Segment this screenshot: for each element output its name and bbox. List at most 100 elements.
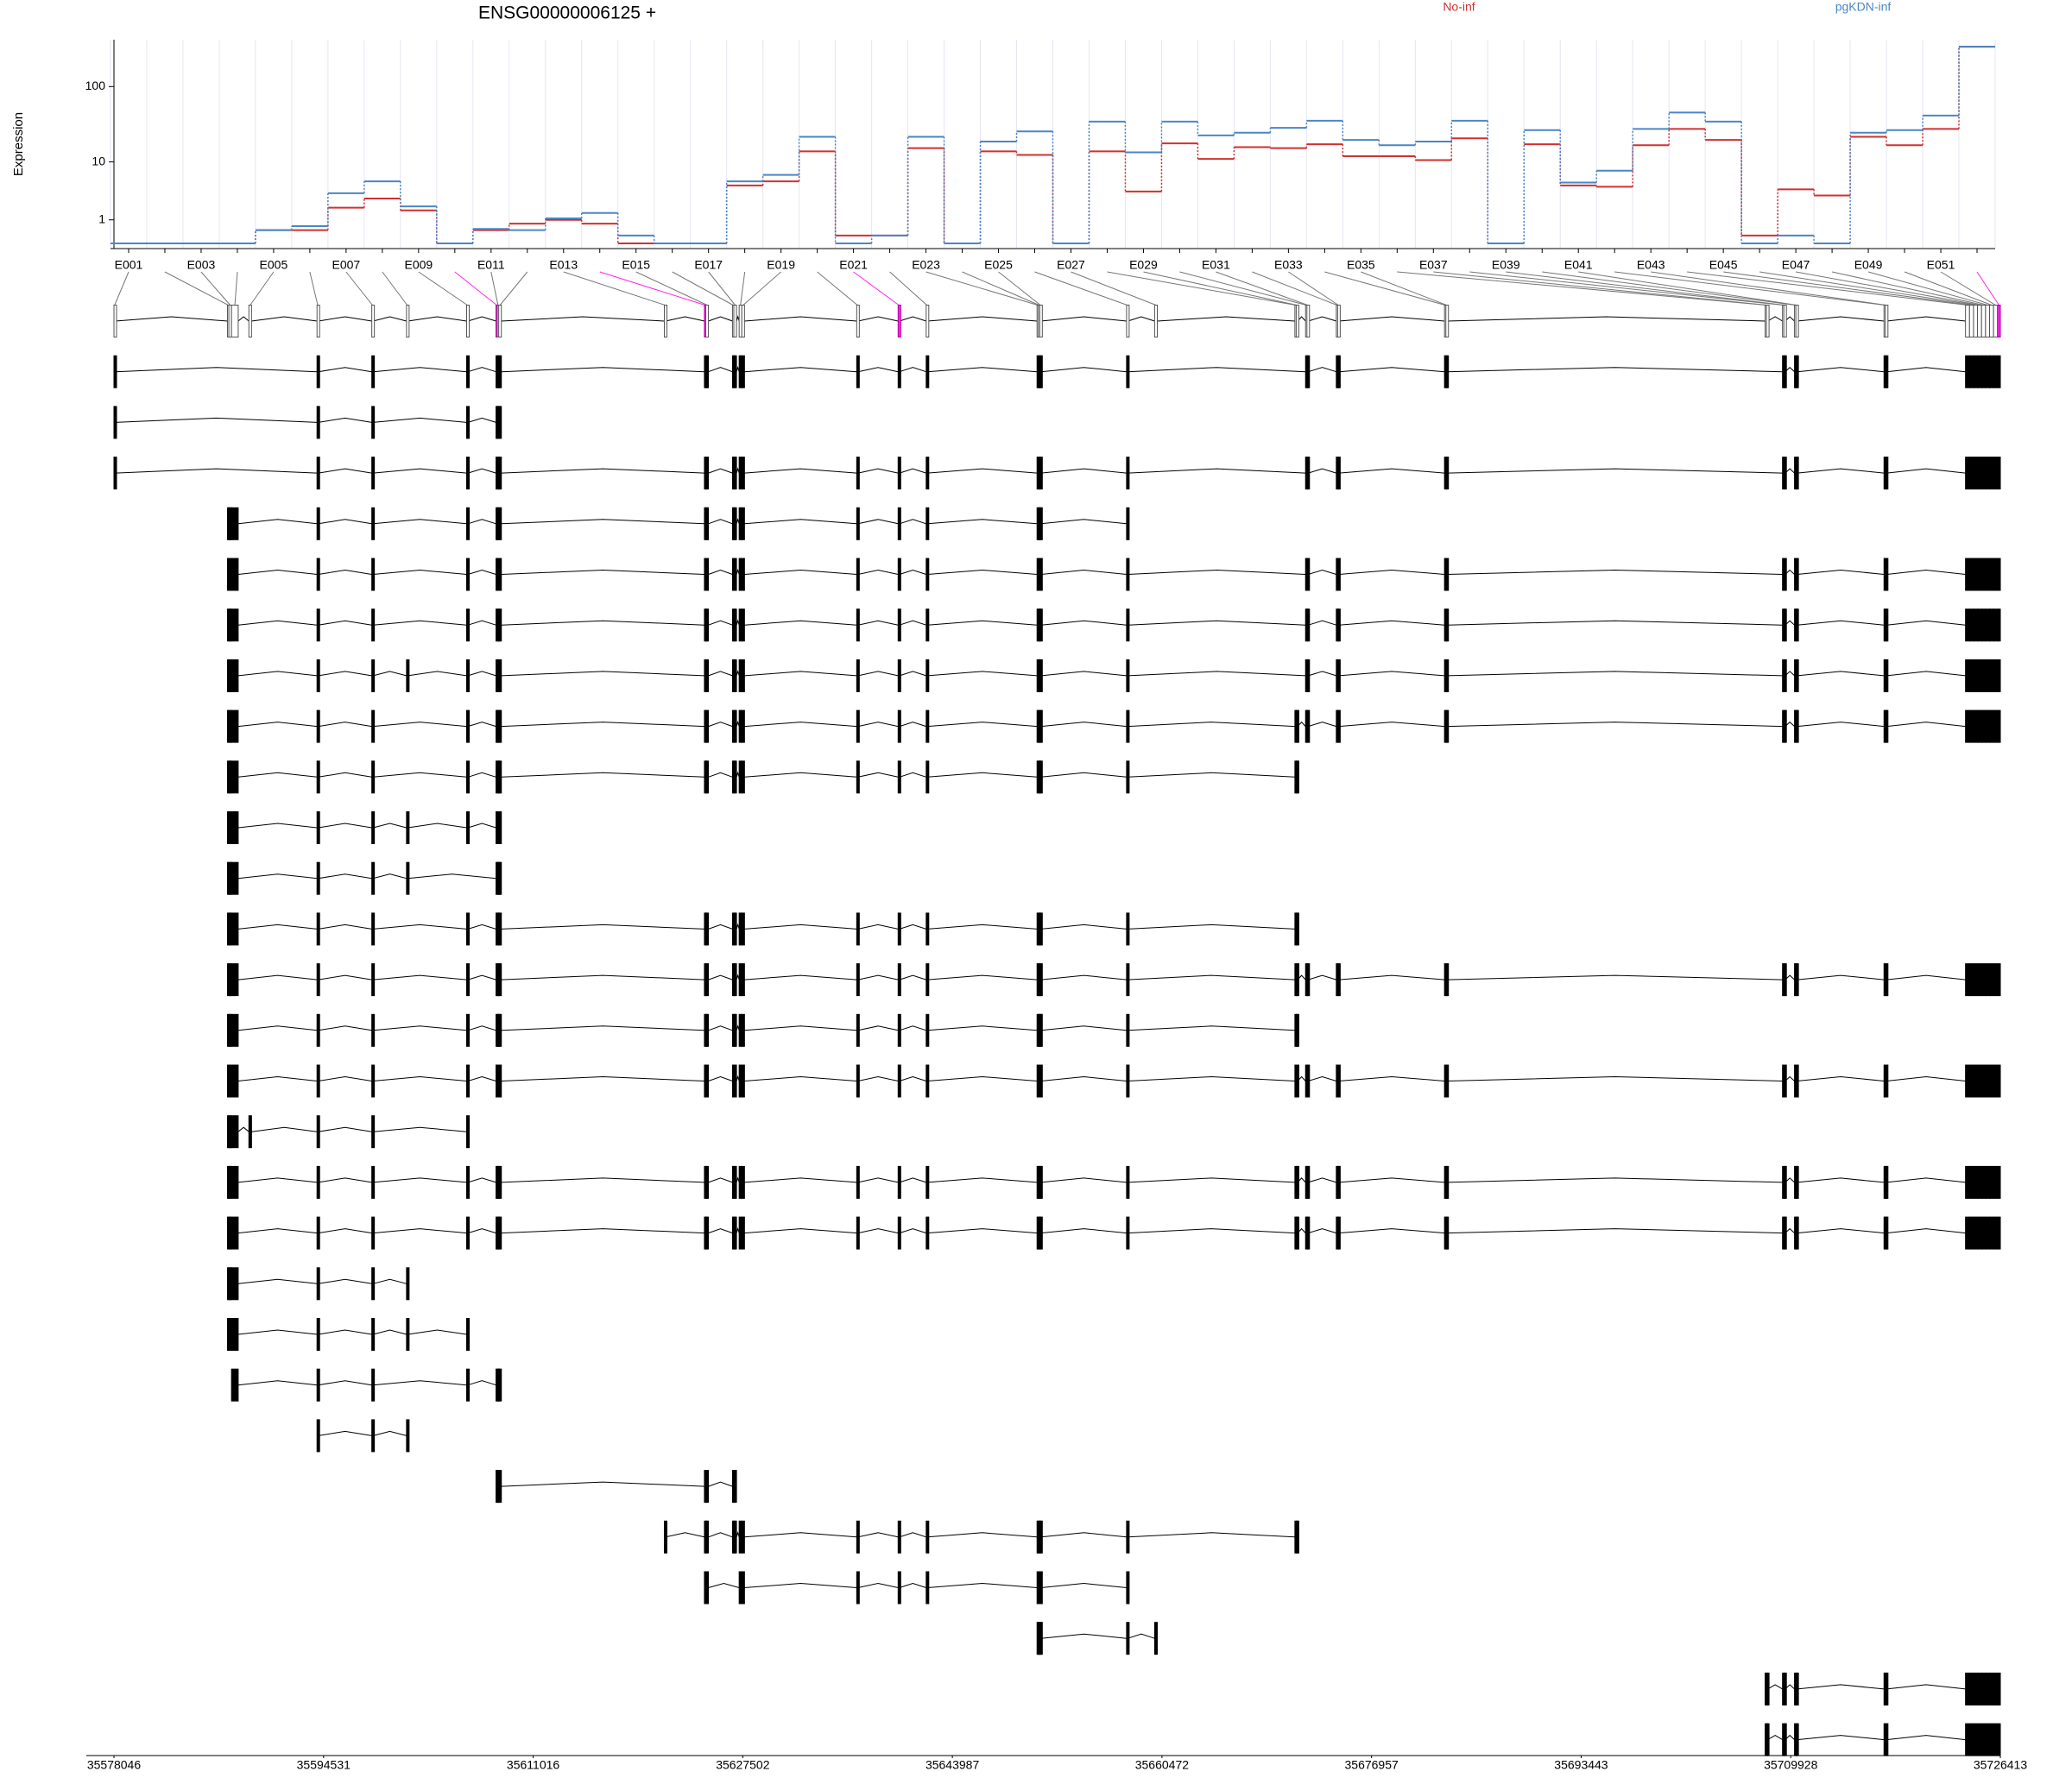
exon (1306, 355, 1311, 388)
exon (1795, 608, 1799, 642)
exon-connector (490, 271, 499, 306)
intron (237, 924, 318, 930)
intron (373, 1380, 467, 1386)
exon (231, 709, 239, 743)
exon (1783, 1064, 1787, 1098)
intron (237, 316, 250, 322)
exon (1885, 608, 1889, 642)
exon (733, 1216, 737, 1250)
exon (316, 1013, 320, 1047)
exon (741, 507, 745, 540)
intron (744, 671, 857, 677)
exon (1993, 1165, 1999, 1199)
intron (373, 569, 467, 575)
exon-bin (231, 305, 239, 337)
exon (371, 861, 376, 895)
intron (708, 1177, 733, 1183)
exon (1968, 1723, 1974, 1756)
intron (318, 316, 372, 322)
exon (1795, 1216, 1799, 1250)
exon (465, 963, 470, 997)
intron (899, 1582, 926, 1588)
intron (467, 671, 496, 677)
x-tick-label: E041 (1564, 258, 1593, 272)
exon (1336, 963, 1341, 997)
exon (316, 760, 320, 794)
intron (1886, 569, 1966, 575)
intron (501, 974, 704, 980)
intron (744, 1075, 857, 1081)
intron (1040, 519, 1127, 525)
exon (1039, 709, 1043, 743)
exon (704, 1013, 710, 1047)
exon (741, 1216, 745, 1250)
intron (1338, 1177, 1445, 1183)
exon (1993, 963, 1999, 997)
exon-connector (1143, 271, 1298, 306)
intron (467, 1025, 496, 1031)
intron (736, 1226, 740, 1233)
intron (708, 316, 733, 322)
intron (736, 568, 740, 575)
exon (704, 457, 710, 490)
intron (501, 519, 704, 525)
intron (1308, 620, 1336, 626)
exon (231, 1013, 239, 1047)
exon-connector (708, 271, 736, 306)
intron (373, 367, 467, 373)
exon-connector (1904, 271, 1992, 306)
exon (498, 406, 502, 439)
x-tick-label: E047 (1782, 258, 1810, 272)
intron (318, 1075, 372, 1081)
exon (1039, 1165, 1043, 1199)
exon (1997, 1064, 2001, 1098)
exon-connector (1034, 271, 1128, 306)
exon-bin (1783, 305, 1787, 337)
intron (501, 1177, 704, 1183)
intron (237, 1126, 250, 1132)
intron (237, 974, 318, 980)
exon (1973, 1064, 1979, 1098)
intron (1308, 1177, 1336, 1183)
intron (467, 620, 496, 626)
intron (665, 1532, 705, 1538)
intron (927, 1177, 1038, 1183)
intron (736, 670, 740, 677)
exon (1336, 355, 1341, 388)
intron (237, 722, 318, 728)
intron (467, 1380, 496, 1386)
intron (736, 1176, 740, 1183)
intron (1797, 1075, 1885, 1081)
intron (1797, 1177, 1885, 1183)
exon (1885, 558, 1889, 591)
exon (465, 1216, 470, 1250)
exon (231, 608, 239, 642)
exon (465, 558, 470, 591)
exon-bin (248, 305, 252, 337)
intron (318, 1126, 372, 1132)
intron (899, 722, 926, 728)
exon (1885, 1165, 1889, 1199)
exon-connector (599, 271, 705, 306)
intron (251, 316, 318, 322)
exon (664, 1520, 668, 1554)
intron (318, 671, 372, 677)
intron (708, 1228, 733, 1234)
exon (1977, 709, 1982, 743)
exon (1980, 1165, 1987, 1199)
intron (1886, 468, 1966, 474)
exon (856, 608, 860, 642)
exon (371, 1013, 376, 1047)
exon (316, 507, 320, 540)
intron (1886, 974, 1966, 980)
exon (1977, 1165, 1982, 1199)
intron (115, 367, 318, 373)
intron (1797, 569, 1885, 575)
exon-connector (1651, 271, 1886, 306)
exon (704, 355, 710, 388)
exon (1993, 1672, 1999, 1705)
exon (1295, 1216, 1299, 1250)
exon (1306, 963, 1311, 997)
exon (1445, 659, 1450, 692)
